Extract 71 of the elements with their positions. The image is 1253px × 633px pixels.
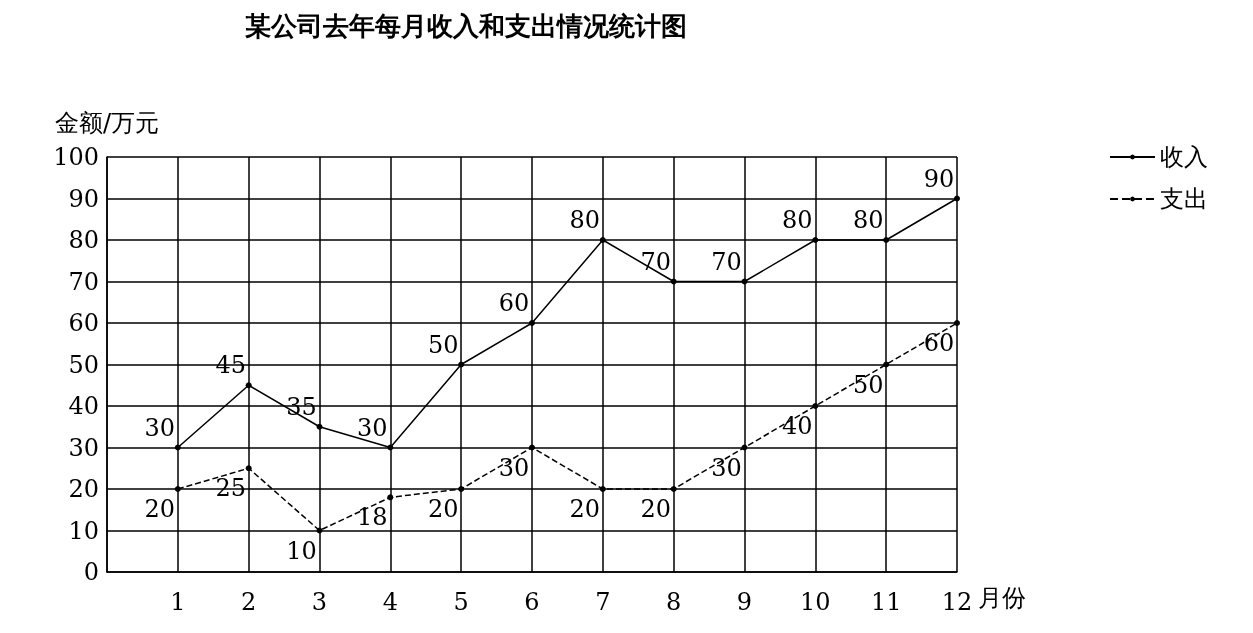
x-tick-label: 6 xyxy=(524,588,540,616)
y-tick-label: 0 xyxy=(83,558,99,586)
point xyxy=(883,361,890,368)
point xyxy=(174,486,181,492)
data-label: 20 xyxy=(427,495,459,523)
x-tick-label: 4 xyxy=(382,588,398,616)
point xyxy=(670,486,677,492)
data-label: 30 xyxy=(711,453,742,482)
point xyxy=(316,527,323,534)
point xyxy=(245,382,252,389)
y-tick-label: 20 xyxy=(68,475,99,503)
point xyxy=(174,444,181,451)
x-tick-label: 8 xyxy=(666,588,682,616)
point xyxy=(812,403,819,409)
point xyxy=(741,278,748,285)
x-tick-label: 10 xyxy=(800,588,831,616)
point xyxy=(599,486,606,492)
point xyxy=(387,494,394,501)
legend-label: 收入 xyxy=(1160,143,1208,171)
y-tick-label: 40 xyxy=(68,392,99,420)
point xyxy=(883,237,890,243)
data-label: 70 xyxy=(711,247,742,276)
x-tick-label: 3 xyxy=(311,588,328,616)
data-label: 30 xyxy=(357,413,388,442)
y-tick-label: 80 xyxy=(68,226,99,254)
data-label: 60 xyxy=(923,329,955,357)
data-label: 10 xyxy=(286,536,317,565)
point xyxy=(529,320,535,326)
data-label: 20 xyxy=(640,495,671,523)
data-label: 70 xyxy=(640,247,671,276)
y-tick-label: 10 xyxy=(68,516,99,545)
point xyxy=(954,195,960,202)
x-tick-label: 7 xyxy=(595,588,611,616)
data-label: 90 xyxy=(923,164,955,193)
data-label: 50 xyxy=(427,330,459,359)
x-tick-label: 11 xyxy=(870,588,902,616)
data-label: 60 xyxy=(498,289,530,317)
point xyxy=(954,320,960,326)
y-tick-label: 100 xyxy=(53,143,99,171)
x-tick-label: 2 xyxy=(241,588,257,616)
data-label: 20 xyxy=(569,495,601,523)
data-label: 20 xyxy=(144,495,176,523)
data-label: 80 xyxy=(569,206,601,234)
point xyxy=(529,444,535,451)
point xyxy=(245,465,252,472)
x-tick-label: 12 xyxy=(941,588,973,616)
y-tick-label: 70 xyxy=(68,267,99,296)
x-tick-label: 1 xyxy=(170,588,186,616)
y-tick-label: 60 xyxy=(68,309,99,337)
legend-label: 支出 xyxy=(1160,185,1208,213)
x-axis-title: 月份 xyxy=(978,584,1027,612)
y-axis-title: 金额/万元 xyxy=(54,109,160,137)
x-tick-label: 9 xyxy=(736,588,753,616)
point xyxy=(812,237,819,243)
data-label: 50 xyxy=(852,370,884,399)
x-tick-label: 5 xyxy=(453,588,469,616)
data-label: 40 xyxy=(782,412,813,440)
data-label: 30 xyxy=(498,453,530,482)
y-tick-label: 90 xyxy=(68,184,99,213)
point xyxy=(599,237,606,243)
data-label: 80 xyxy=(852,206,884,234)
data-label: 30 xyxy=(144,413,176,442)
point xyxy=(458,486,465,492)
point xyxy=(316,423,323,430)
chart-title: 某公司去年每月收入和支出情况统计图 xyxy=(245,11,687,41)
y-tick-label: 50 xyxy=(68,350,99,379)
point xyxy=(741,444,748,451)
data-label: 18 xyxy=(357,503,388,532)
y-tick-label: 30 xyxy=(68,433,99,462)
point xyxy=(458,361,465,368)
data-label: 80 xyxy=(782,206,813,234)
